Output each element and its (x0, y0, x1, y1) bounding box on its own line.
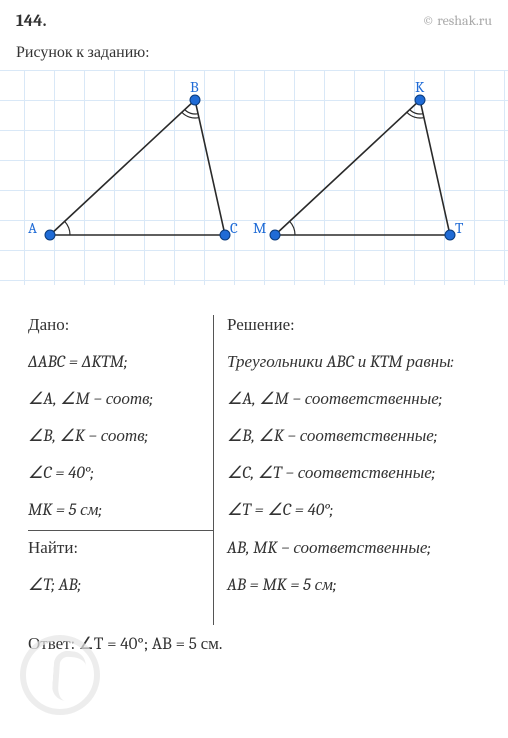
svg-text:B: B (190, 78, 199, 96)
given-line: ∆ABC = ∆KTM; (28, 352, 213, 374)
find-title: Найти: (28, 538, 213, 560)
solution-title: Решение: (227, 315, 492, 337)
solution-line: Треугольники ABC и KTM равны: (227, 352, 492, 374)
svg-text:C: C (230, 219, 238, 237)
svg-text:M: M (253, 219, 266, 237)
given-line: ∠B, ∠K − соотв; (28, 426, 213, 448)
problem-number: 144. (16, 12, 47, 31)
solution-line: ∠B, ∠K − соответственные; (227, 426, 492, 448)
given-title: Дано: (28, 315, 213, 337)
given-line: ∠C = 40°; (28, 463, 213, 485)
solution-line: AB = MK = 5 см; (227, 575, 492, 597)
solution-column: Решение: Треугольники ABC и KTM равны: ∠… (213, 315, 492, 612)
answer-line: Ответ: ∠T = 40°; AB = 5 см. (0, 622, 508, 664)
horizontal-divider (28, 530, 213, 531)
solution-line: ∠A, ∠M − соответственные; (227, 389, 492, 411)
vertical-divider (213, 315, 214, 625)
figure-caption: Рисунок к заданию: (0, 35, 508, 70)
given-line: ∠A, ∠M − соотв; (28, 389, 213, 411)
solution-line: ∠T = ∠C = 40°; (227, 500, 492, 522)
geometry-diagram: A B CM K T (0, 70, 508, 285)
copyright-text: © reshak.ru (422, 12, 492, 29)
svg-text:A: A (28, 219, 37, 237)
solution-line: ∠C, ∠T − соответственные; (227, 463, 492, 485)
find-line: ∠T; AB; (28, 575, 213, 597)
solution-line: AB, MK − соответственные; (227, 538, 492, 560)
svg-text:T: T (455, 219, 464, 237)
given-column: Дано: ∆ABC = ∆KTM; ∠A, ∠M − соотв; ∠B, ∠… (28, 315, 213, 612)
svg-text:K: K (415, 78, 425, 96)
given-line: MK = 5 см; (28, 500, 213, 522)
solution-block: Дано: ∆ABC = ∆KTM; ∠A, ∠M − соотв; ∠B, ∠… (0, 285, 508, 622)
